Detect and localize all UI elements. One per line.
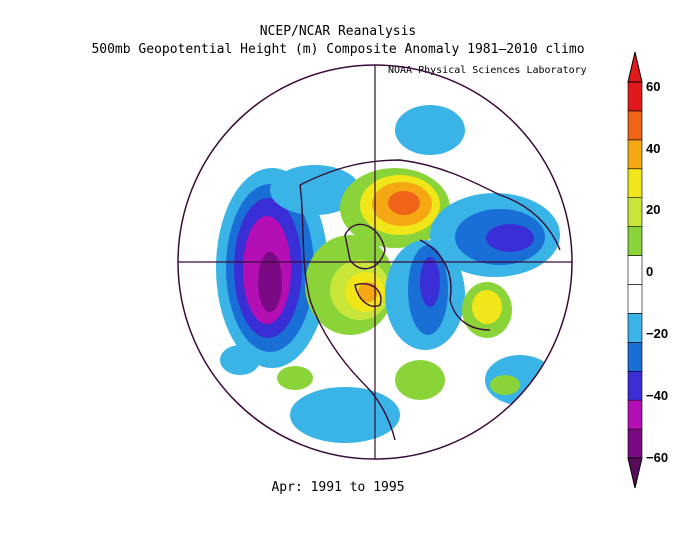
anomaly-region bbox=[490, 375, 520, 395]
anomaly-region bbox=[472, 290, 502, 324]
anomaly-region bbox=[290, 387, 400, 443]
colorbar-tick-label: −40 bbox=[646, 388, 668, 403]
colorbar-tick-label: 60 bbox=[646, 79, 660, 94]
coastline-asia bbox=[299, 159, 561, 251]
colorbar-segment bbox=[627, 370, 643, 401]
period-caption: Apr: 1991 to 1995 bbox=[271, 480, 405, 495]
anomaly-region bbox=[220, 345, 260, 375]
anomaly-region bbox=[277, 366, 313, 390]
anomaly-region bbox=[358, 282, 378, 302]
coastlines bbox=[299, 159, 561, 441]
coastline-europe bbox=[419, 239, 491, 331]
colorbar-segment bbox=[627, 428, 643, 459]
anomaly-region bbox=[395, 360, 445, 400]
colorbar-segment bbox=[627, 284, 643, 314]
colorbar-segment bbox=[627, 110, 643, 141]
coastline-north-america bbox=[299, 184, 396, 441]
colorbar-max-arrow bbox=[627, 51, 643, 83]
title-line-1: NCEP/NCAR Reanalysis bbox=[259, 24, 417, 39]
colorbar: 60 40 20 0 −20 −40 −60 bbox=[627, 51, 668, 489]
colorbar-segment bbox=[627, 342, 643, 372]
anomaly-field bbox=[216, 105, 560, 443]
coastline-greenland bbox=[344, 223, 386, 270]
colorbar-tick-label: 40 bbox=[646, 141, 660, 156]
colorbar-segment bbox=[627, 313, 643, 343]
anomaly-region bbox=[486, 224, 534, 252]
anomaly-region bbox=[420, 257, 440, 307]
colorbar-tick-label: 20 bbox=[646, 202, 660, 217]
colorbar-segment bbox=[627, 139, 643, 170]
colorbar-segment bbox=[627, 168, 643, 198]
colorbar-segment bbox=[627, 81, 643, 112]
anomaly-region bbox=[395, 105, 465, 155]
map-boundary bbox=[177, 64, 573, 460]
colorbar-segment bbox=[627, 226, 643, 256]
anomaly-region bbox=[258, 252, 282, 312]
colorbar-segment bbox=[627, 255, 643, 285]
colorbar-tick-label: 0 bbox=[646, 264, 653, 279]
colorbar-segment bbox=[627, 399, 643, 430]
coastline-hudson-bay bbox=[354, 283, 382, 307]
title-line-2: 500mb Geopotential Height (m) Composite … bbox=[91, 42, 585, 57]
colorbar-segment bbox=[627, 197, 643, 227]
anomaly-region bbox=[270, 165, 360, 215]
anomaly-region bbox=[388, 191, 420, 215]
colorbar-min-arrow bbox=[627, 457, 643, 489]
lab-credit: NOAA Physical Sciences Laboratory bbox=[388, 65, 587, 76]
colorbar-tick-label: −60 bbox=[646, 450, 668, 465]
colorbar-tick-label: −20 bbox=[646, 326, 668, 341]
